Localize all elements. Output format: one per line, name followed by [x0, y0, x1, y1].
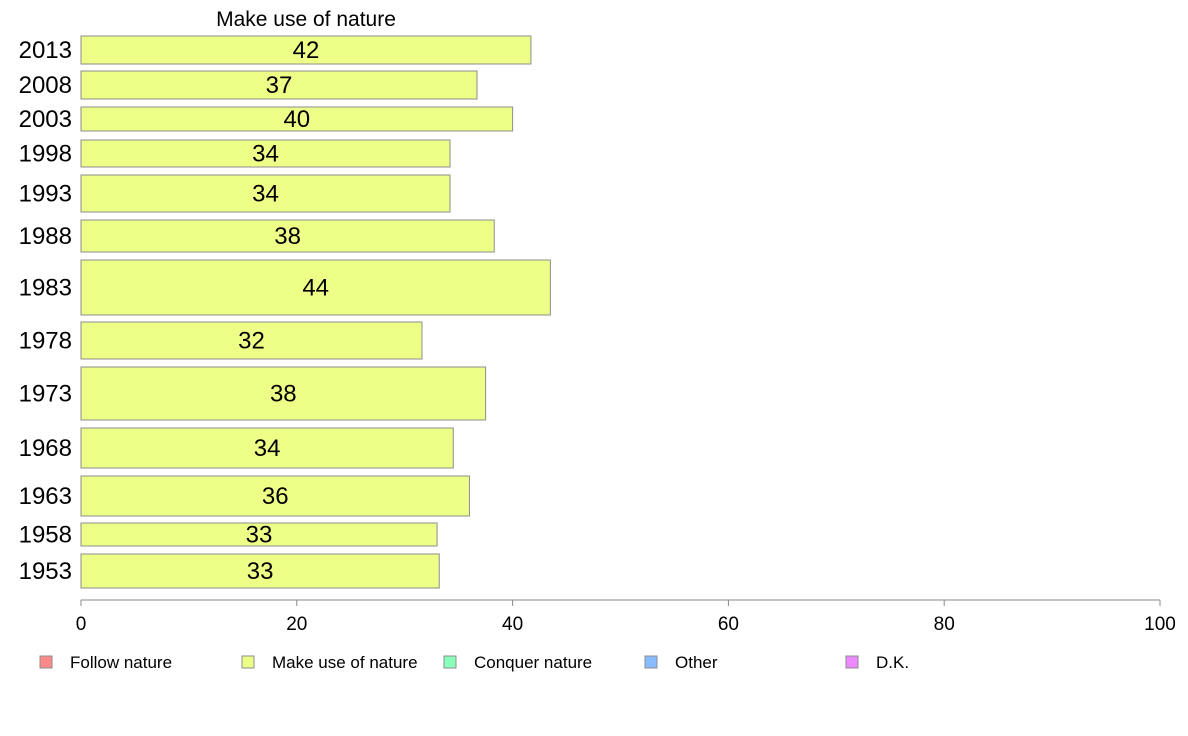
value-label-1973: 38 [270, 381, 297, 408]
category-label-1978: 1978 [19, 328, 72, 355]
x-tick-label-80: 80 [934, 614, 955, 635]
x-tick-label-0: 0 [76, 614, 87, 635]
x-axis: 0 20 40 60 80 100 [76, 599, 1176, 635]
bar-1958 [80, 522, 438, 547]
category-label-2003: 2003 [19, 106, 72, 133]
category-label-1953: 1953 [19, 558, 72, 585]
legend-swatch-2 [443, 655, 457, 669]
value-label-1988: 38 [274, 223, 301, 250]
value-label-1983: 44 [302, 275, 329, 302]
value-label-1953: 33 [247, 558, 274, 585]
legend-swatch-4 [845, 655, 859, 669]
category-label-1993: 1993 [19, 181, 72, 208]
bar-1978 [80, 321, 423, 360]
value-label-1993: 34 [252, 181, 279, 208]
category-label-1988: 1988 [19, 223, 72, 250]
legend-label-2: Conquer nature [474, 653, 592, 672]
value-label-2003: 40 [283, 106, 310, 133]
x-tick-label-100: 100 [1144, 614, 1176, 635]
bar-2013 [80, 35, 532, 65]
x-tick-label-40: 40 [502, 614, 523, 635]
value-label-2008: 37 [266, 72, 293, 99]
legend-swatch-0 [39, 655, 53, 669]
bar-1953 [80, 553, 440, 589]
bars-group: 2013 42 2008 37 2003 40 1998 34 1993 34 1988 38 1983… [19, 35, 551, 589]
legend: Follow nature Make use of nature Conquer n… [39, 653, 909, 672]
bar-1968 [80, 427, 454, 469]
category-label-1983: 1983 [19, 275, 72, 302]
value-label-1968: 34 [254, 435, 281, 462]
x-tick-label-60: 60 [718, 614, 739, 635]
bar-1993 [80, 174, 451, 213]
value-label-1963: 36 [262, 483, 289, 510]
legend-label-0: Follow nature [70, 653, 172, 672]
value-label-2013: 42 [293, 37, 320, 64]
bar-2003 [80, 106, 514, 132]
bar-2008 [80, 70, 478, 100]
bar-1973 [80, 366, 487, 421]
legend-label-4: D.K. [876, 653, 909, 672]
x-tick-label-20: 20 [286, 614, 307, 635]
category-label-2013: 2013 [19, 37, 72, 64]
value-label-1998: 34 [252, 141, 279, 168]
bar-1963 [80, 475, 470, 517]
chart-title: Make use of nature [216, 8, 396, 31]
category-label-1968: 1968 [19, 435, 72, 462]
value-label-1978: 32 [238, 328, 265, 355]
bar-1983 [80, 259, 551, 316]
category-label-1958: 1958 [19, 522, 72, 549]
category-label-1973: 1973 [19, 381, 72, 408]
legend-label-3: Other [675, 653, 718, 672]
value-label-1958: 33 [246, 522, 273, 549]
legend-swatch-1 [241, 655, 255, 669]
bar-1998 [80, 139, 451, 168]
bar-1988 [80, 219, 495, 253]
category-label-2008: 2008 [19, 72, 72, 99]
legend-label-1: Make use of nature [272, 653, 418, 672]
legend-swatch-3 [644, 655, 658, 669]
category-label-1963: 1963 [19, 483, 72, 510]
category-label-1998: 1998 [19, 141, 72, 168]
